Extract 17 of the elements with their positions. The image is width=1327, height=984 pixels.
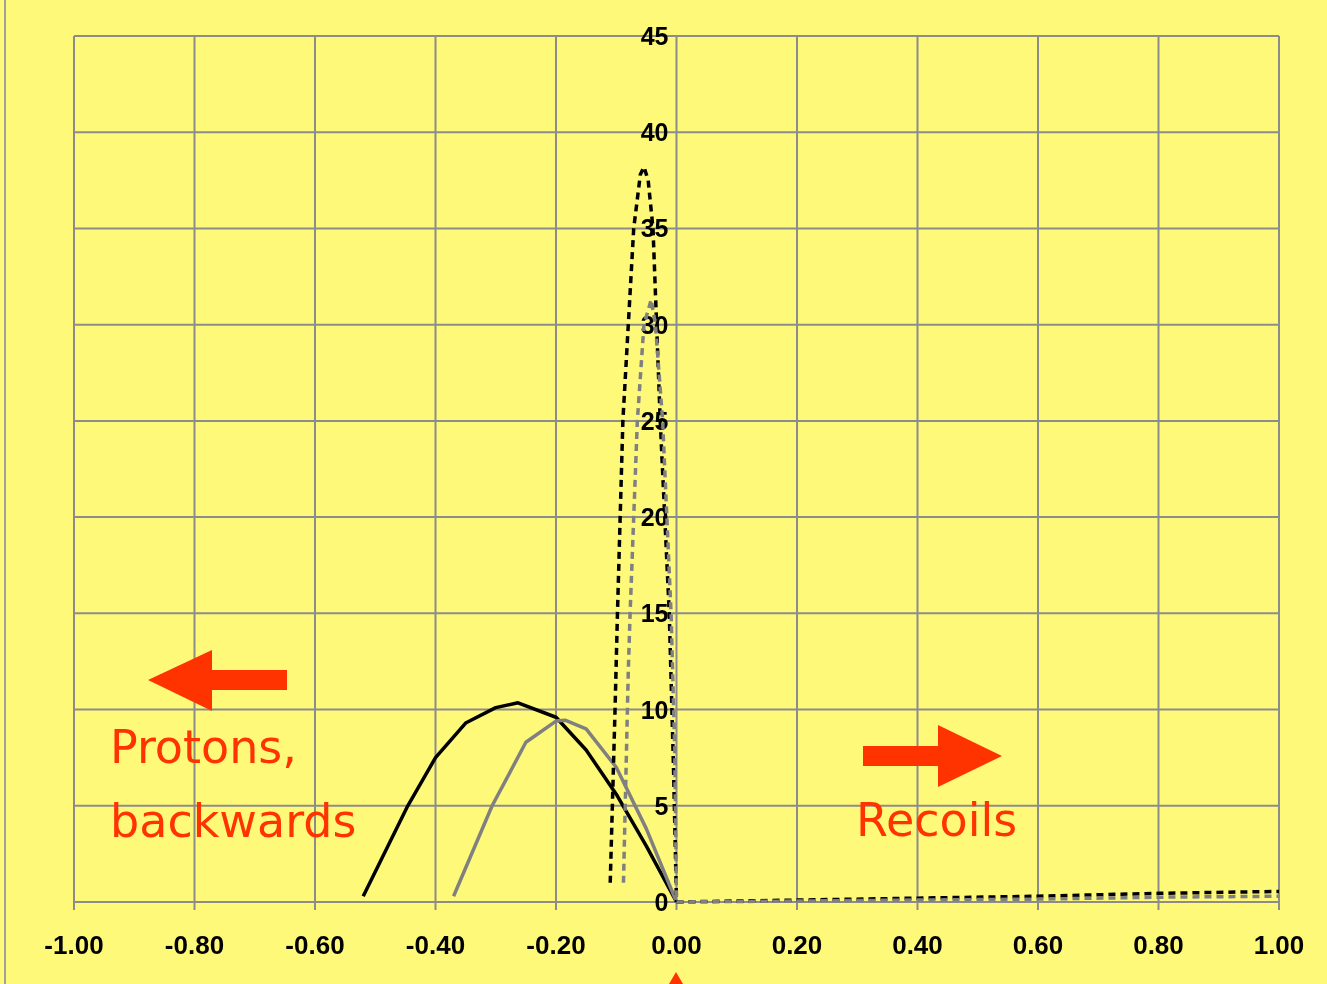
x-tick-label: 0.20 xyxy=(771,930,823,960)
x-tick-label: -0.60 xyxy=(285,930,345,960)
x-tick-label: 0.40 xyxy=(892,930,943,960)
x-tick-label: 0.60 xyxy=(1012,930,1064,960)
y-tick-label: 0 xyxy=(654,888,669,916)
x-tick-label: -0.80 xyxy=(164,930,225,960)
x-tick-label: 1.00 xyxy=(1253,930,1305,960)
y-tick-label: 40 xyxy=(640,118,669,147)
x-tick-label: -0.40 xyxy=(405,930,466,960)
y-tick-label: 45 xyxy=(640,22,669,50)
x-tick-label: 0.80 xyxy=(1133,930,1184,960)
y-tick-label: 10 xyxy=(640,695,669,724)
x-tick-label: 0.00 xyxy=(651,930,702,960)
y-tick-label: 5 xyxy=(654,791,669,820)
x-tick-label: -1.00 xyxy=(44,930,104,960)
x-tick-label: -0.20 xyxy=(526,930,586,960)
y-tick-label: 15 xyxy=(640,599,669,628)
